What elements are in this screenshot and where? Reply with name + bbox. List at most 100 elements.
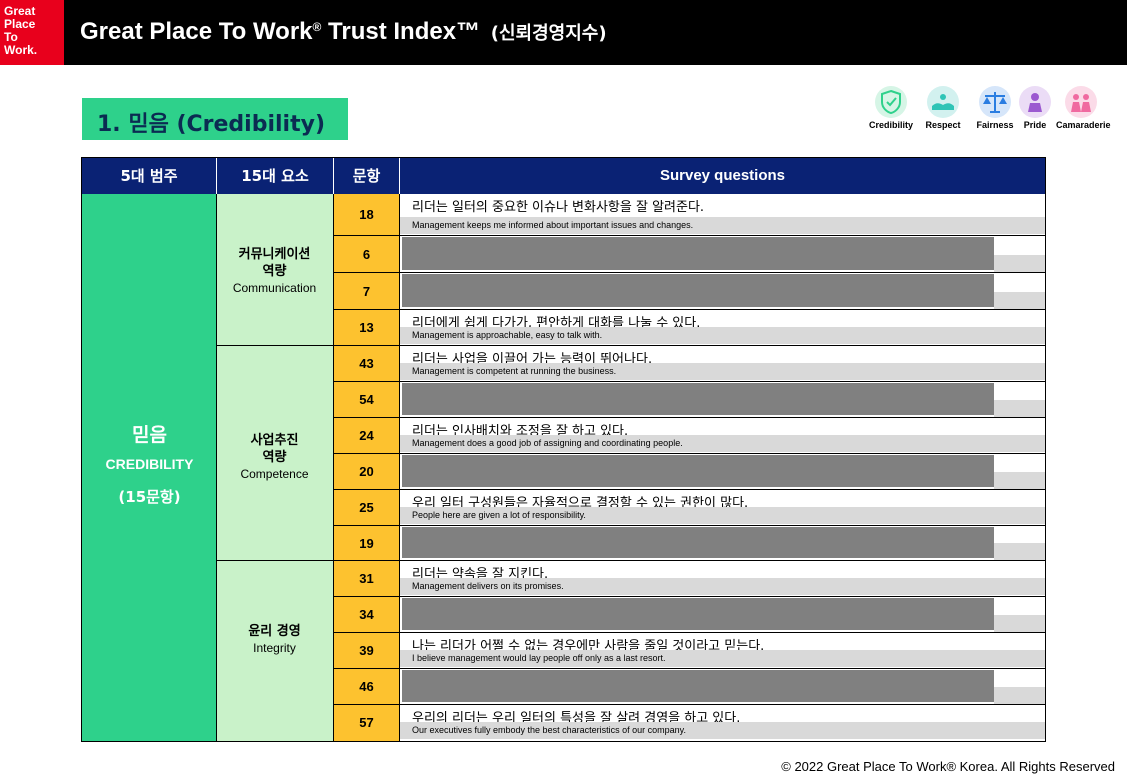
redacted-question [402,527,994,558]
table-header: 5대 범주 15대 요소 문항 Survey questions [82,158,1045,194]
english-bar [400,327,1045,344]
redacted-question [402,455,994,487]
page-title: Great Place To Work® Trust Index™ (신뢰경영지… [80,18,607,46]
header-questions: Survey questions [659,167,786,184]
redacted-question [402,598,994,630]
question-english: Management is competent at running the b… [412,366,617,376]
element-korean-2: 역량 [262,450,287,465]
question-english: Management is approachable, easy to talk… [412,330,603,340]
category-cell: 믿음 CREDIBILITY (15문항) [82,194,217,741]
logo-line: Great [4,4,36,18]
element-integrity: 윤리 경영 Integrity [217,561,334,741]
question-number: 43 [334,346,400,382]
question-number: 34 [334,597,400,633]
category-count: (15문항) [118,488,181,506]
english-bar [994,472,1045,489]
logo-line: Work. [4,43,38,57]
question-row: 리더는 약속을 잘 지킨다. Management delivers on its… [400,561,1045,597]
header-number: 문항 [334,158,400,194]
section-title: 1. 믿음 (Credibility) [97,112,326,137]
icon-camaraderie: Camaraderie [1056,86,1111,130]
title-rest: Trust Index™ [328,18,481,45]
element-korean-2: 역량 [262,264,287,279]
element-english: Competence [240,467,309,481]
icon-pride: Pride [1010,86,1060,130]
element-competence: 사업추진 역량 Competence [217,346,334,561]
redacted-question [402,274,994,307]
element-korean: 윤리 경영 [248,624,301,639]
question-row: 리더는 사업을 이끌어 가는 능력이 뛰어나다. Management is co… [400,346,1045,382]
question-english: Management keeps me informed about impor… [412,220,694,230]
question-row [400,454,1045,490]
english-bar [994,255,1045,272]
question-row: 우리 일터 구성원들은 자율적으로 결정할 수 있는 권한이 많다. People… [400,490,1045,526]
english-bar [994,615,1045,632]
icon-label: Respect [925,120,961,130]
english-bar [994,400,1045,417]
english-bar [994,543,1045,560]
question-row [400,273,1045,310]
credibility-table: 5대 범주 15대 요소 문항 Survey questions 믿음 CRED… [81,157,1046,742]
question-number: 54 [334,382,400,418]
question-row [400,526,1045,561]
category-english: CREDIBILITY [105,456,194,472]
icon-label: Fairness [976,120,1014,130]
gptw-logo: Great Place To Work. [0,0,64,65]
title-reg: ® [312,20,322,34]
icon-credibility: Credibility [866,86,916,130]
question-english: I believe management would lay people of… [412,653,666,663]
question-number: 24 [334,418,400,454]
question-row: 리더는 인사배치와 조정을 잘 하고 있다. Management does a … [400,418,1045,454]
english-bar [400,435,1045,452]
question-number: 57 [334,705,400,741]
question-english: Management does a good job of assigning … [412,438,683,448]
question-number: 7 [334,273,400,310]
question-number: 18 [334,194,400,236]
pride-icon [1019,86,1051,118]
icon-respect: Respect [918,86,968,130]
logo-line: Place [4,17,36,31]
question-korean: 리더는 일터의 중요한 이슈나 변화사항을 잘 알려준다. [412,200,705,215]
element-korean: 커뮤니케이션 [238,247,311,262]
section-heading: 1. 믿음 (Credibility) [82,98,348,140]
category-korean: 믿음 [132,424,167,446]
english-bar [400,578,1045,595]
header-element: 15대 요소 [217,158,334,194]
question-english: Management delivers on its promises. [412,581,564,591]
icon-fairness: Fairness [970,86,1020,130]
logo-line: To [4,30,18,44]
question-english: People here are given a lot of responsib… [412,510,586,520]
header-category: 5대 범주 [82,158,217,194]
icon-label: Credibility [868,120,913,130]
question-english: Our executives fully embody the best cha… [412,725,686,735]
redacted-question [402,237,994,270]
question-row: 리더는 일터의 중요한 이슈나 변화사항을 잘 알려준다. Management … [400,194,1045,236]
header-bar: Great Place To Work. Great Place To Work… [0,0,1127,65]
element-english: Integrity [253,641,296,655]
fairness-icon [979,86,1011,118]
copyright-footer: © 2022 Great Place To Work® Korea. All R… [781,759,1115,774]
english-bar [400,217,1045,234]
question-row [400,669,1045,705]
question-number: 46 [334,669,400,705]
english-bar [994,292,1045,309]
title-main: Great Place To Work [80,18,313,45]
question-row: 리더에게 쉽게 다가가, 편안하게 대화를 나눌 수 있다. Management… [400,310,1045,346]
question-number: 25 [334,490,400,526]
element-korean: 사업추진 [250,433,299,448]
icon-label: Camaraderie [1056,120,1111,130]
english-bar [400,722,1045,739]
question-number: 20 [334,454,400,490]
question-number: 13 [334,310,400,346]
question-number: 39 [334,633,400,669]
credibility-icon [875,86,907,118]
question-number: 6 [334,236,400,273]
english-bar [400,650,1045,667]
dimension-icons: Credibility Respect Fairness Pride Camar… [866,86,1116,136]
english-bar [400,363,1045,380]
redacted-question [402,670,994,702]
question-number: 31 [334,561,400,597]
respect-icon [927,86,959,118]
question-row: 나는 리더가 어쩔 수 없는 경우에만 사람을 줄일 것이라고 믿는다. I be… [400,633,1045,669]
title-korean: (신뢰경영지수) [490,23,607,44]
